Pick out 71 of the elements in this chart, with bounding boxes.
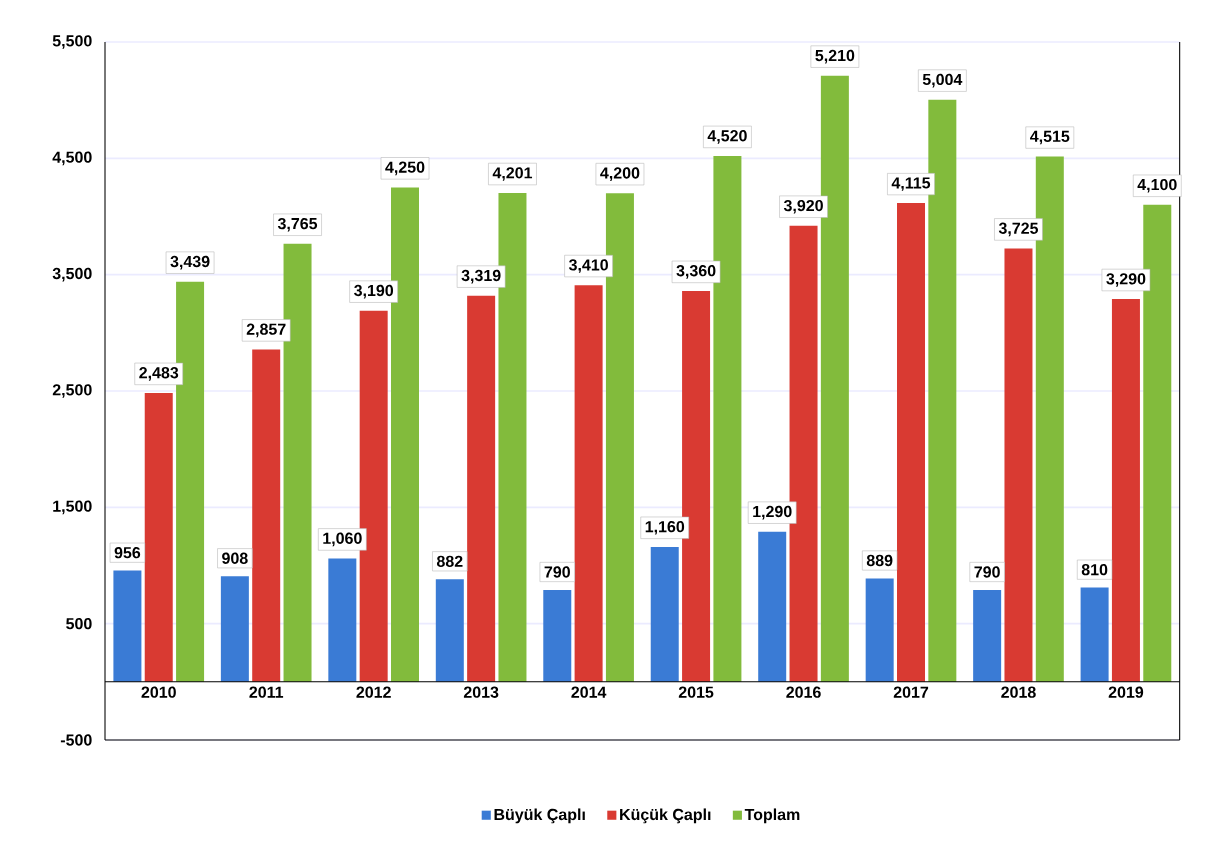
x-tick-label: 2013: [463, 686, 499, 698]
y-tick-label: -500: [60, 734, 92, 746]
data-label: 4,515: [1030, 130, 1070, 145]
data-label: 1,290: [753, 505, 792, 520]
y-tick-label: 5,500: [52, 35, 92, 49]
data-label: 3,319: [461, 269, 501, 284]
data-label: 5,210: [815, 49, 855, 64]
bar: [574, 285, 603, 682]
x-tick-label: 2015: [678, 686, 714, 698]
data-label: 790: [974, 566, 1000, 578]
bar: [682, 290, 711, 682]
data-label: 956: [114, 547, 141, 559]
x-tick-label: 2017: [893, 686, 929, 698]
data-label: 1,160: [645, 520, 685, 535]
bar: [435, 579, 464, 682]
x-tick-label: 2016: [786, 686, 821, 698]
bar: [144, 392, 173, 682]
data-label: 882: [436, 555, 463, 567]
x-tick-label: 2019: [1108, 686, 1144, 698]
bar: [467, 295, 496, 682]
y-tick-label: 2,500: [52, 384, 92, 398]
legend-label: Büyük Çaplı: [494, 808, 585, 824]
data-label: 3,439: [170, 255, 210, 270]
bar: [113, 570, 142, 682]
bar: [897, 203, 926, 682]
bar: [1004, 248, 1033, 682]
data-label: 2,857: [246, 323, 286, 338]
data-label: 889: [866, 554, 893, 567]
data-label: 3,290: [1106, 273, 1146, 287]
bar: [973, 589, 1002, 682]
data-label: 5,004: [922, 73, 963, 88]
bar: [328, 558, 357, 682]
data-label: 4,250: [385, 161, 425, 176]
bar: [865, 578, 894, 682]
legend-label: Toplam: [744, 808, 800, 824]
data-label: 3,765: [277, 217, 318, 232]
bar: [758, 531, 787, 682]
x-tick-label: 2018: [1001, 686, 1036, 698]
data-label: 908: [222, 552, 248, 564]
x-tick-label: 2010: [141, 686, 176, 698]
data-label: 4,115: [891, 177, 931, 191]
bar: [1111, 299, 1140, 682]
data-label: 790: [544, 566, 570, 578]
data-label: 4,201: [492, 167, 533, 181]
x-tick-label: 2014: [571, 686, 607, 698]
y-tick-label: 1,500: [53, 500, 92, 515]
bar: [252, 349, 281, 682]
bar: [1080, 587, 1109, 682]
y-tick-label: 4,500: [52, 151, 92, 166]
data-label: 4,100: [1137, 178, 1177, 193]
bar: [220, 576, 249, 682]
bar: [650, 546, 679, 682]
bar: [391, 187, 419, 682]
bar: [543, 589, 572, 682]
y-tick-label: 3,500: [52, 267, 92, 282]
x-tick-label: 2011: [249, 686, 284, 698]
y-tick-label: 500: [66, 618, 92, 630]
data-label: 3,190: [354, 284, 394, 299]
data-label: 2,483: [139, 367, 179, 381]
data-label: 3,920: [783, 199, 823, 214]
data-label: 4,200: [600, 167, 640, 181]
data-label: 3,410: [568, 259, 608, 273]
data-label: 3,360: [676, 265, 716, 279]
x-tick-label: 2012: [356, 686, 391, 698]
data-label: 3,725: [998, 222, 1039, 237]
legend-label: Küçük Çaplı: [620, 808, 711, 824]
data-label: 1,060: [323, 532, 362, 547]
bar: [928, 99, 957, 682]
data-label: 4,520: [707, 130, 747, 144]
data-label: 810: [1081, 564, 1108, 576]
bar: [176, 281, 205, 682]
